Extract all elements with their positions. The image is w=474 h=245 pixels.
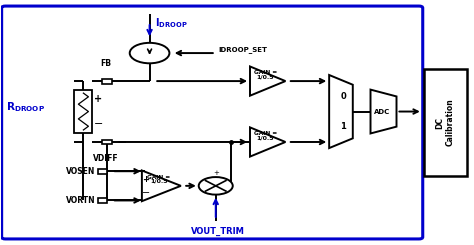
- Text: −: −: [93, 119, 103, 129]
- Polygon shape: [329, 75, 353, 148]
- Bar: [74, 90, 92, 134]
- Text: $\mathbf{R_{DROOP}}$: $\mathbf{R_{DROOP}}$: [6, 100, 46, 114]
- Text: −: −: [142, 188, 150, 197]
- Text: 0: 0: [340, 92, 346, 101]
- Polygon shape: [250, 66, 285, 96]
- Text: VOUT_TRIM: VOUT_TRIM: [191, 227, 245, 236]
- Polygon shape: [250, 127, 285, 157]
- Text: $\mathbf{I_{DROOP}}$: $\mathbf{I_{DROOP}}$: [155, 16, 188, 29]
- Text: 1/0.5: 1/0.5: [256, 74, 274, 79]
- Circle shape: [199, 177, 233, 195]
- Polygon shape: [371, 90, 397, 134]
- Text: VORTN: VORTN: [65, 196, 95, 205]
- Text: +: +: [94, 94, 102, 104]
- Bar: [424, 69, 467, 176]
- Polygon shape: [142, 171, 181, 201]
- Bar: [102, 79, 112, 84]
- Text: 1/0.5: 1/0.5: [150, 179, 168, 184]
- Circle shape: [130, 43, 169, 63]
- Text: GAIN =: GAIN =: [254, 70, 277, 75]
- Text: 1: 1: [340, 122, 346, 131]
- Bar: [98, 169, 107, 174]
- Text: GAIN =: GAIN =: [254, 131, 277, 136]
- Text: ADC: ADC: [374, 109, 391, 114]
- Text: DC
Calibration: DC Calibration: [436, 99, 455, 146]
- Text: GAIN =: GAIN =: [147, 175, 171, 180]
- Bar: [102, 140, 112, 144]
- Bar: [98, 198, 107, 203]
- Text: VDIFF: VDIFF: [93, 154, 118, 163]
- Text: +: +: [213, 170, 219, 176]
- Text: IDROOP_SET: IDROOP_SET: [218, 46, 267, 53]
- Text: +: +: [142, 175, 149, 184]
- Text: VOSEN: VOSEN: [66, 167, 95, 176]
- Text: 1/0.5: 1/0.5: [256, 135, 274, 140]
- Text: FB: FB: [100, 59, 111, 68]
